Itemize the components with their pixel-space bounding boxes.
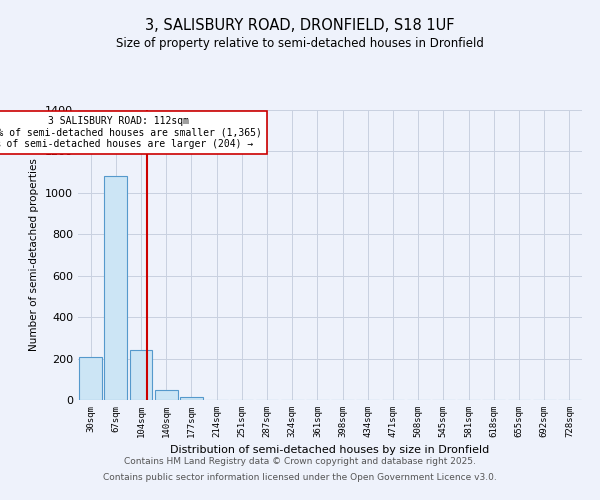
Text: Contains public sector information licensed under the Open Government Licence v3: Contains public sector information licen… <box>103 472 497 482</box>
Text: Contains HM Land Registry data © Crown copyright and database right 2025.: Contains HM Land Registry data © Crown c… <box>124 458 476 466</box>
Y-axis label: Number of semi-detached properties: Number of semi-detached properties <box>29 158 40 352</box>
Text: 3, SALISBURY ROAD, DRONFIELD, S18 1UF: 3, SALISBURY ROAD, DRONFIELD, S18 1UF <box>145 18 455 32</box>
Bar <box>155 390 178 400</box>
Text: Size of property relative to semi-detached houses in Dronfield: Size of property relative to semi-detach… <box>116 38 484 51</box>
Bar <box>104 176 127 400</box>
Text: 3 SALISBURY ROAD: 112sqm
← 87% of semi-detached houses are smaller (1,365)
13% o: 3 SALISBURY ROAD: 112sqm ← 87% of semi-d… <box>0 116 262 150</box>
X-axis label: Distribution of semi-detached houses by size in Dronfield: Distribution of semi-detached houses by … <box>170 446 490 456</box>
Bar <box>180 397 203 400</box>
Bar <box>79 356 102 400</box>
Bar <box>130 350 152 400</box>
